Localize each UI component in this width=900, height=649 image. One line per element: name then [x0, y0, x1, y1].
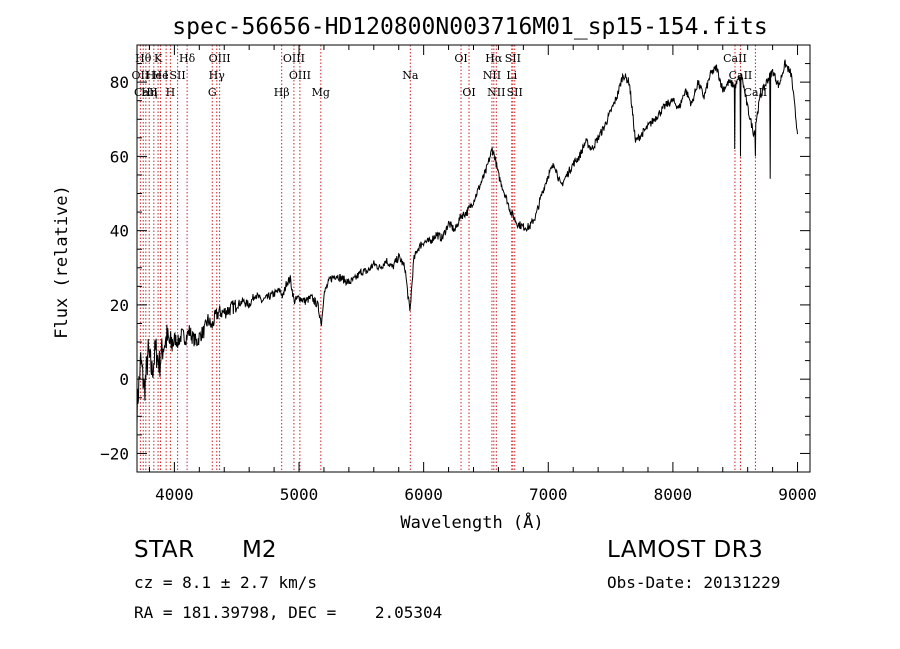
y-tick-label: −20	[100, 444, 129, 463]
coordinates-text: RA = 181.39798, DEC = 2.05304	[134, 603, 443, 622]
line-marker-label: I	[164, 69, 168, 82]
x-tick-label: 6000	[404, 485, 443, 504]
x-axis-label: Wavelength (Å)	[400, 511, 543, 533]
redshift-text: cz = 8.1 ± 2.7 km/s	[134, 573, 318, 592]
y-axis-ticks: −20 0 20 40 60 80	[100, 63, 810, 463]
object-subclass: M2	[242, 537, 277, 563]
line-marker-label: Hα	[485, 52, 503, 65]
x-tick-label: 4000	[155, 485, 194, 504]
line-marker-label: CaII	[723, 52, 747, 65]
y-tick-label: 40	[110, 222, 129, 241]
line-marker-label: G	[208, 86, 217, 99]
y-axis-label: Flux (relative)	[52, 185, 72, 339]
line-marker-label: OIII	[209, 52, 231, 65]
plot-frame	[136, 44, 811, 473]
x-axis-ticks: 4000 5000 6000 7000 8000 9000	[148, 45, 817, 504]
line-marker-label: SII	[170, 69, 186, 82]
line-marker-label: SII	[505, 52, 521, 65]
observation-date: Obs-Date: 20131229	[607, 573, 781, 592]
x-tick-label: 8000	[654, 485, 693, 504]
line-marker-label: K	[154, 52, 163, 65]
line-marker-label: Hη	[141, 86, 157, 99]
line-marker-label: Na	[402, 69, 419, 82]
line-marker-label: NII	[487, 86, 505, 99]
line-marker-label: Li	[506, 69, 517, 82]
line-marker-label: He	[146, 69, 162, 82]
line-marker-label: He	[153, 69, 169, 82]
x-tick-label: 9000	[778, 485, 817, 504]
line-marker-label: SII	[507, 86, 523, 99]
chart-title: spec-56656-HD120800N003716M01_sp15-154.f…	[172, 14, 767, 40]
line-marker-label: Hδ	[179, 52, 196, 65]
x-tick-label: 7000	[529, 485, 568, 504]
line-marker-label: OIII	[283, 52, 305, 65]
x-tick-label: 5000	[280, 485, 319, 504]
line-marker-label: CaII	[134, 86, 158, 99]
y-tick-label: 80	[110, 73, 129, 92]
line-marker-label: OI	[462, 86, 475, 99]
line-marker-label: H	[166, 86, 176, 99]
y-tick-label: 20	[110, 296, 129, 315]
survey-name: LAMOST DR3	[607, 537, 764, 563]
emission-line-labels: OIIHθCaIIHηHeKHeIHSIIHδGHγOIIIHβOIIIOIII…	[132, 52, 768, 99]
y-tick-label: 0	[119, 370, 129, 389]
line-marker-label: OI	[454, 52, 467, 65]
emission-line-markers	[139, 45, 756, 472]
line-marker-label: OIII	[289, 69, 311, 82]
line-marker-label: CaII	[729, 69, 753, 82]
flux-line	[136, 59, 798, 426]
line-marker-label: OII	[132, 69, 150, 82]
object-class: STAR	[134, 537, 195, 563]
y-tick-label: 60	[110, 147, 129, 166]
flux-series	[136, 59, 798, 426]
line-marker-label: Hθ	[135, 52, 152, 65]
line-marker-label: Hγ	[209, 69, 226, 82]
line-marker-label: Hβ	[274, 86, 290, 99]
line-marker-label: NII	[483, 69, 501, 82]
line-marker-label: Mg	[312, 86, 330, 99]
